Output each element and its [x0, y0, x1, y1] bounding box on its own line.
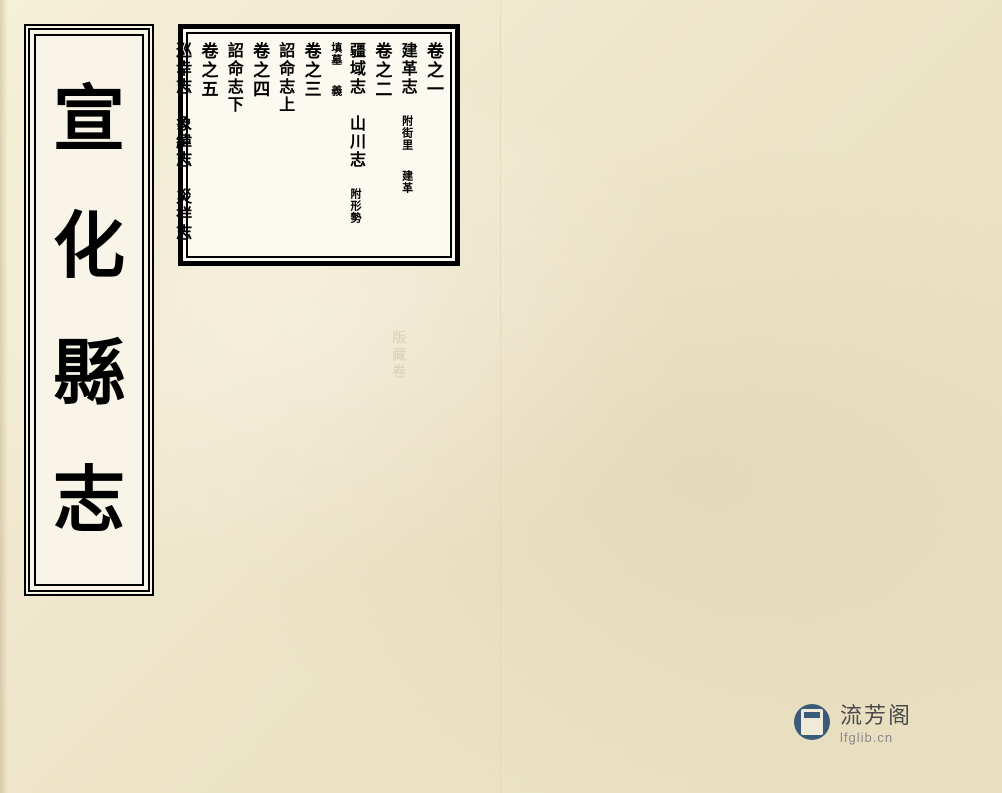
toc-box: 卷之一 建革志 附街里 建革 卷之二 疆域志 山川志 附形勢 填墓 義 卷之三 … [178, 24, 460, 266]
edge-shadow [0, 0, 8, 793]
watermark: 流芳阁 lfglib.cn [794, 698, 912, 745]
toc-col-1b: 建革志 附街里 建革 [394, 40, 419, 250]
title-char-2: 化 [53, 211, 125, 283]
binding-line [500, 0, 501, 793]
toc-col-3: 卷之三 [297, 40, 323, 250]
faint-stamp: 版藏卷 [385, 330, 410, 381]
toc-col-4b: 詔命志下 [221, 40, 246, 250]
watermark-url: lfglib.cn [840, 730, 912, 745]
toc-item-1-3: 建革 [401, 170, 413, 194]
toc-col-3b: 詔命志上 [272, 40, 297, 250]
toc-col-4: 卷之四 [246, 40, 272, 250]
title-panel: 宣 化 縣 志 [24, 24, 154, 596]
toc-item-3-1: 詔命志上 [276, 42, 293, 114]
toc-item-2-5: 義 [330, 85, 342, 97]
title-char-1: 宣 [53, 84, 125, 156]
toc-item-1-1: 建革志 [399, 42, 416, 96]
toc-col-5: 卷之五 [194, 40, 220, 250]
toc-vol-2: 卷之二 [372, 42, 391, 99]
toc-item-1-2: 附街里 [401, 115, 413, 151]
book-icon [794, 704, 830, 740]
title-panel-inner: 宣 化 縣 志 [34, 34, 144, 586]
watermark-text-group: 流芳阁 lfglib.cn [840, 698, 912, 745]
title-char-4: 志 [53, 465, 125, 537]
toc-item-5-3: 災祥志 [173, 188, 190, 242]
toc-item-5-2: 象緯志 [173, 115, 190, 169]
toc-item-4-1: 詔命志下 [225, 42, 242, 114]
toc-inner: 卷之一 建革志 附街里 建革 卷之二 疆域志 山川志 附形勢 填墓 義 卷之三 … [186, 32, 452, 258]
toc-item-5-1: 巡幸志 [173, 42, 190, 96]
toc-vol-4: 卷之四 [250, 42, 269, 99]
toc-vol-5: 卷之五 [199, 42, 218, 99]
toc-col-2: 卷之二 [368, 40, 394, 250]
toc-col-1: 卷之一 [420, 40, 446, 250]
toc-item-2-2: 山川志 [347, 115, 364, 169]
toc-item-2-3: 附形勢 [349, 188, 361, 224]
title-char-3: 縣 [53, 338, 125, 410]
book-icon-inner [801, 709, 823, 735]
toc-col-2b: 疆域志 山川志 附形勢 填墓 義 [324, 40, 368, 250]
toc-item-2-4: 填墓 [330, 42, 342, 66]
toc-vol-3: 卷之三 [302, 42, 321, 99]
toc-item-2-1: 疆域志 [347, 42, 364, 96]
watermark-name: 流芳阁 [840, 698, 912, 730]
toc-vol-1: 卷之一 [424, 42, 443, 99]
toc-col-5b: 巡幸志 象緯志 災祥志 [169, 40, 194, 250]
